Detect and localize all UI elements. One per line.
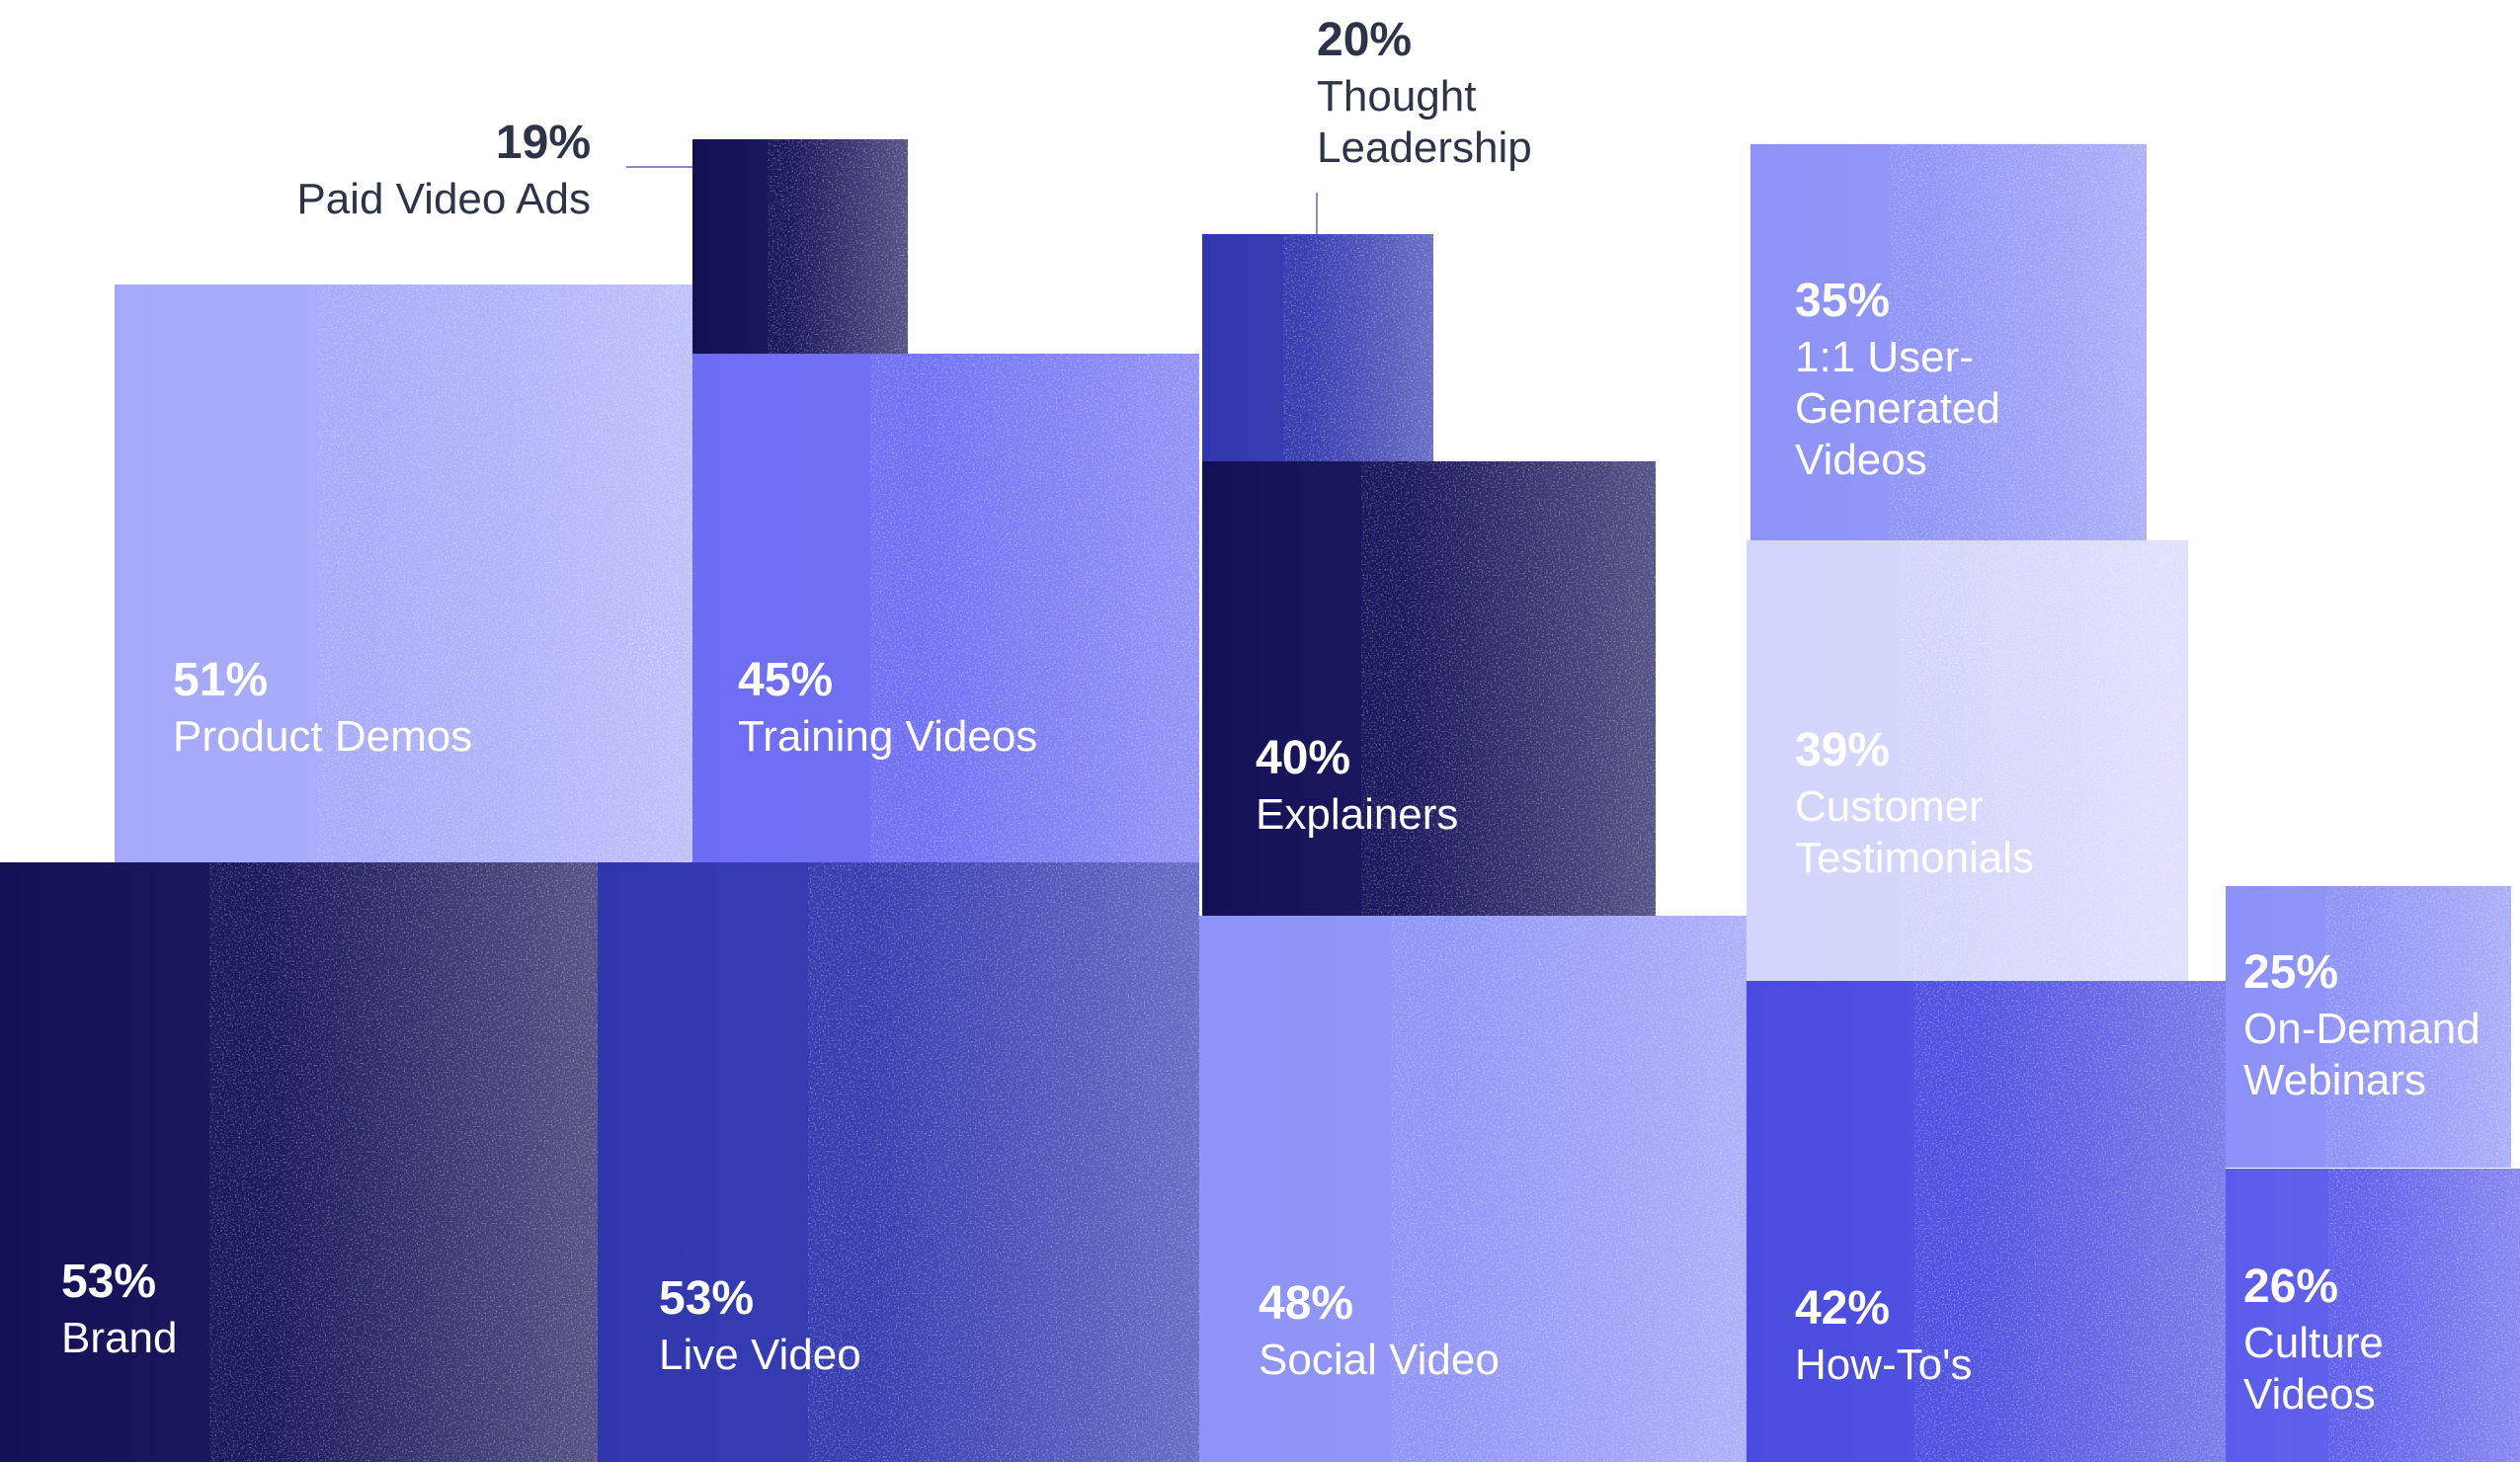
- value-label-training-videos: 45%: [738, 654, 833, 706]
- category-label-explainers: Explainers: [1256, 790, 1458, 839]
- value-label-customer-testimonials: 39%: [1795, 724, 1890, 776]
- value-label-explainers: 40%: [1256, 732, 1350, 784]
- block-1-1-user-generated-videos: [1750, 144, 2147, 540]
- category-label-training-videos: Training Videos: [738, 712, 1037, 761]
- category-label-1-1-user-generated-videos: 1:1 User-Generated Videos: [1795, 333, 2000, 484]
- block-training-videos: [692, 354, 1199, 862]
- category-label-on-demand-webinars: On-Demand Webinars: [2243, 1005, 2480, 1104]
- category-label-brand: Brand: [61, 1314, 177, 1362]
- category-label-product-demos: Product Demos: [173, 712, 472, 761]
- category-label-culture-videos: Culture Videos: [2243, 1319, 2384, 1419]
- block-product-demos: [115, 284, 692, 862]
- category-label-how-to-s: How-To's: [1795, 1340, 1973, 1389]
- value-label-brand: 53%: [61, 1256, 156, 1308]
- value-label-on-demand-webinars: 25%: [2243, 946, 2338, 999]
- block-live-video: [598, 862, 1199, 1462]
- category-label-paid-video-ads: Paid Video Ads: [296, 175, 591, 223]
- value-label-how-to-s: 42%: [1795, 1282, 1890, 1335]
- category-label-thought-leadership: Thought Leadership: [1317, 72, 1532, 172]
- block-thought-leadership: [1202, 234, 1433, 461]
- value-label-live-video: 53%: [659, 1272, 754, 1325]
- block-how-to-s: [1747, 981, 2226, 1462]
- value-label-social-video: 48%: [1259, 1277, 1353, 1330]
- value-label-culture-videos: 26%: [2243, 1260, 2338, 1313]
- category-label-live-video: Live Video: [659, 1331, 861, 1379]
- block-culture-videos: [2226, 1169, 2520, 1462]
- value-label-paid-video-ads: 19%: [496, 117, 591, 169]
- block-paid-video-ads: [692, 139, 908, 354]
- value-label-1-1-user-generated-videos: 35%: [1795, 275, 1890, 327]
- value-label-thought-leadership: 20%: [1317, 14, 1412, 66]
- block-explainers: [1202, 461, 1656, 916]
- value-label-product-demos: 51%: [173, 654, 268, 706]
- block-social-video: [1199, 916, 1747, 1462]
- block-customer-testimonials: [1747, 540, 2188, 981]
- block-on-demand-webinars: [2226, 886, 2511, 1168]
- category-label-customer-testimonials: Customer Testimonials: [1795, 782, 2034, 882]
- block-brand: [0, 862, 598, 1462]
- category-label-social-video: Social Video: [1259, 1336, 1500, 1384]
